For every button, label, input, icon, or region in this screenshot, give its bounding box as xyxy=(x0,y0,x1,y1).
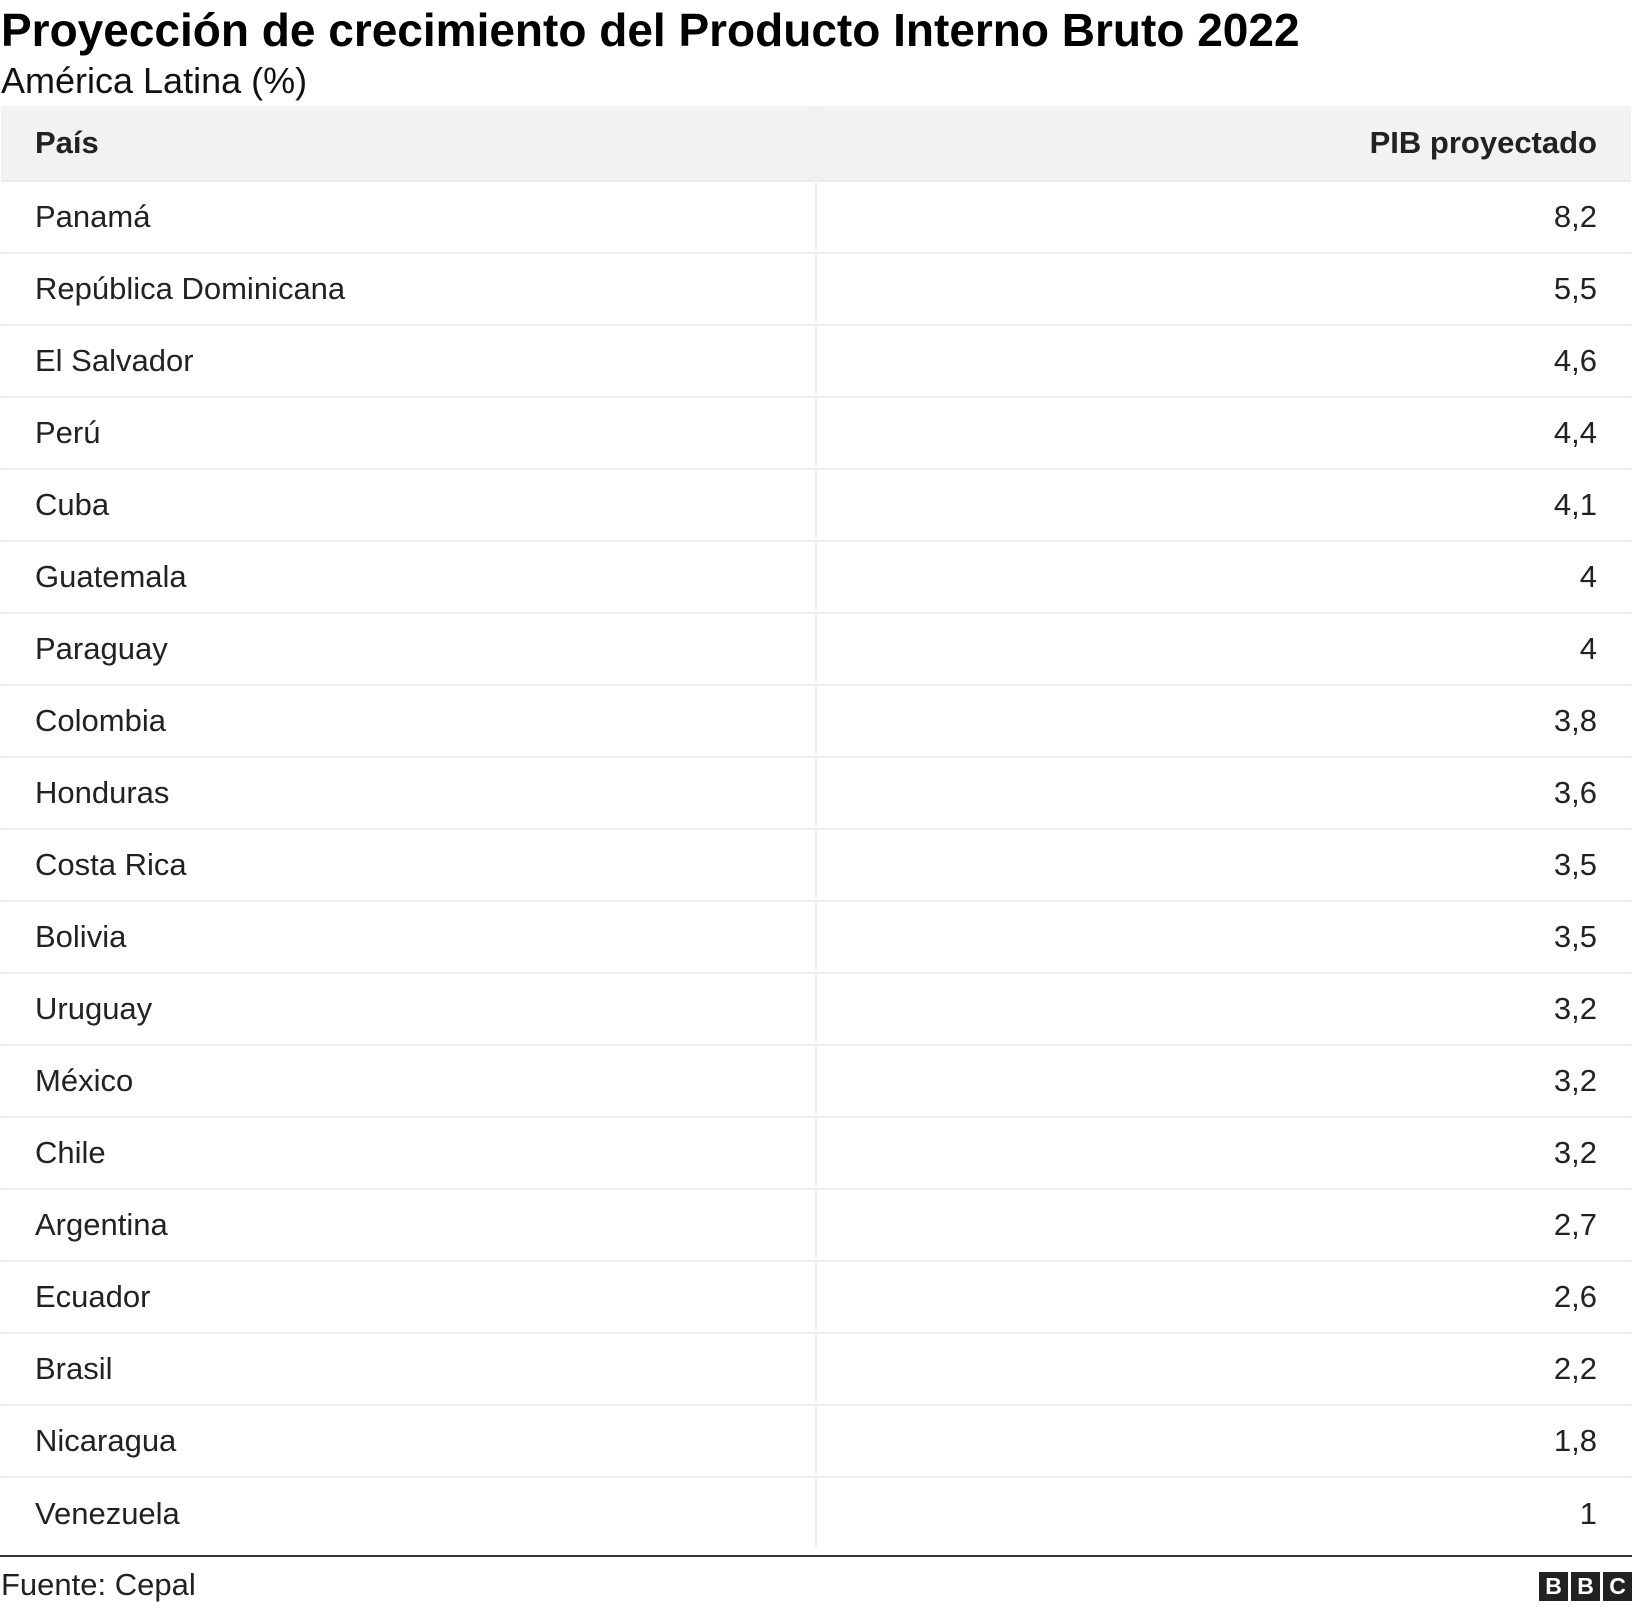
country-cell: Chile xyxy=(1,1117,817,1189)
gdp-value-cell: 1 xyxy=(1579,1495,1597,1531)
gdp-value-cell: 4,4 xyxy=(1553,415,1597,450)
data-table-container: País PIB proyectado Panamá 8,2 República D… xyxy=(1,106,1631,1549)
gdp-value-cell: 3,5 xyxy=(1553,919,1597,954)
gdp-value-cell: 5,5 xyxy=(1553,271,1597,306)
table-row: Paraguay 4 xyxy=(1,613,1631,685)
table-row: República Dominicana 5,5 xyxy=(1,253,1631,325)
country-cell: México xyxy=(1,1045,817,1117)
country-cell: Nicaragua xyxy=(1,1405,817,1477)
gdp-value-cell: 8,2 xyxy=(1553,199,1597,234)
logo-letter-block: B xyxy=(1571,1572,1600,1601)
footer-divider xyxy=(0,1555,1632,1557)
logo-letter-block: B xyxy=(1539,1572,1568,1601)
chart-title: Proyección de crecimiento del Producto I… xyxy=(1,4,1300,56)
country-cell: El Salvador xyxy=(1,325,817,397)
country-cell: República Dominicana xyxy=(1,253,817,325)
table-row: Perú 4,4 xyxy=(1,397,1631,469)
gdp-value-cell: 2,7 xyxy=(1553,1207,1597,1242)
gdp-value-cell: 4 xyxy=(1579,559,1597,594)
country-cell: Uruguay xyxy=(1,973,817,1045)
table-row: El Salvador 4,6 xyxy=(1,325,1631,397)
gdp-value-cell: 3,2 xyxy=(1553,991,1597,1026)
gdp-value-cell: 2,6 xyxy=(1553,1279,1597,1314)
gdp-value-cell: 2,2 xyxy=(1553,1351,1597,1386)
country-cell: Bolivia xyxy=(1,901,817,973)
gdp-table: País PIB proyectado Panamá 8,2 República D… xyxy=(1,106,1631,1549)
country-cell: Cuba xyxy=(1,469,817,541)
country-cell: Honduras xyxy=(1,757,817,829)
country-cell: Perú xyxy=(1,397,817,469)
gdp-value-cell: 3,6 xyxy=(1553,775,1597,810)
country-cell: Costa Rica xyxy=(1,829,817,901)
table-row: Colombia 3,8 xyxy=(1,685,1631,757)
chart-subtitle: América Latina (%) xyxy=(1,60,308,101)
table-row: Nicaragua 1,8 xyxy=(1,1405,1631,1477)
country-cell: Paraguay xyxy=(1,613,817,685)
gdp-value-cell: 4,6 xyxy=(1553,343,1597,378)
table-row: Venezuela 1 xyxy=(1,1477,1631,1549)
gdp-value-cell: 3,2 xyxy=(1553,1063,1597,1098)
table-row: México 3,2 xyxy=(1,1045,1631,1117)
table-row: Chile 3,2 xyxy=(1,1117,1631,1189)
source-note: Fuente: Cepal xyxy=(1,1567,196,1602)
gdp-value-cell: 3,5 xyxy=(1553,847,1597,882)
gdp-value-cell: 4 xyxy=(1579,631,1597,666)
country-cell: Venezuela xyxy=(1,1477,817,1549)
country-cell: Argentina xyxy=(1,1189,817,1261)
country-cell: Panamá xyxy=(1,181,817,253)
table-row: Guatemala 4 xyxy=(1,541,1631,613)
gdp-value-cell: 3,2 xyxy=(1553,1135,1597,1170)
gdp-value-cell: 1,8 xyxy=(1553,1423,1597,1458)
table-row: Uruguay 3,2 xyxy=(1,973,1631,1045)
country-cell: Guatemala xyxy=(1,541,817,613)
table-row: Ecuador 2,6 xyxy=(1,1261,1631,1333)
gdp-value-cell: 4,1 xyxy=(1553,487,1597,522)
table-row: Honduras 3,6 xyxy=(1,757,1631,829)
header-row: País PIB proyectado xyxy=(1,106,1631,181)
table-row: Brasil 2,2 xyxy=(1,1333,1631,1405)
table-header: País PIB proyectado xyxy=(1,106,1631,181)
table-row: Costa Rica 3,5 xyxy=(1,829,1631,901)
table-row: Argentina 2,7 xyxy=(1,1189,1631,1261)
country-cell: Ecuador xyxy=(1,1261,817,1333)
logo-letter-block: C xyxy=(1603,1572,1632,1601)
country-cell: Colombia xyxy=(1,685,817,757)
table-row: Bolivia 3,5 xyxy=(1,901,1631,973)
gdp-value-cell: 3,8 xyxy=(1553,703,1597,738)
table-row: Panamá 8,2 xyxy=(1,181,1631,253)
table-row: Cuba 4,1 xyxy=(1,469,1631,541)
country-cell: Brasil xyxy=(1,1333,817,1405)
column-header-country: País xyxy=(1,106,817,181)
column-header-gdp: PIB proyectado xyxy=(1369,125,1597,160)
table-body: Panamá 8,2 República Dominicana 5,5 El Salva… xyxy=(1,181,1631,1549)
